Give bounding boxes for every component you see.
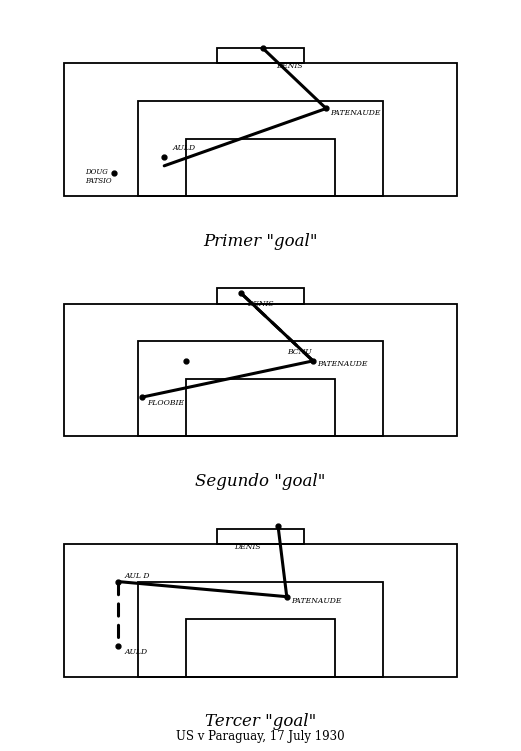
Bar bbox=[217, 529, 304, 544]
Bar bbox=[138, 341, 383, 436]
Bar bbox=[64, 63, 457, 196]
Text: US v Paraguay, 17 July 1930: US v Paraguay, 17 July 1930 bbox=[176, 731, 345, 743]
Text: PATENAUDE: PATENAUDE bbox=[317, 360, 368, 368]
Text: BCNU: BCNU bbox=[287, 348, 312, 356]
Bar bbox=[217, 48, 304, 63]
Text: Tercer "goal": Tercer "goal" bbox=[205, 713, 316, 731]
Bar bbox=[64, 303, 457, 436]
Text: DENIS: DENIS bbox=[247, 300, 274, 308]
Text: FLOOBIE: FLOOBIE bbox=[147, 399, 184, 407]
Bar bbox=[138, 581, 383, 677]
Text: DENIS: DENIS bbox=[276, 62, 303, 71]
Bar bbox=[138, 101, 383, 196]
Bar bbox=[217, 288, 304, 303]
Bar bbox=[186, 379, 335, 436]
Bar bbox=[186, 139, 335, 196]
Text: DOUG
PATSIO: DOUG PATSIO bbox=[85, 167, 112, 185]
Text: AULD: AULD bbox=[173, 143, 196, 152]
Text: AULD: AULD bbox=[125, 649, 148, 656]
Text: Segundo "goal": Segundo "goal" bbox=[195, 473, 326, 490]
Text: AUL D: AUL D bbox=[125, 572, 151, 580]
Text: PATENAUDE: PATENAUDE bbox=[330, 109, 381, 117]
Bar bbox=[186, 620, 335, 677]
Text: Primer "goal": Primer "goal" bbox=[203, 233, 318, 250]
Text: DENIS: DENIS bbox=[234, 543, 261, 551]
Text: PATENAUDE: PATENAUDE bbox=[291, 597, 342, 605]
Bar bbox=[64, 544, 457, 677]
